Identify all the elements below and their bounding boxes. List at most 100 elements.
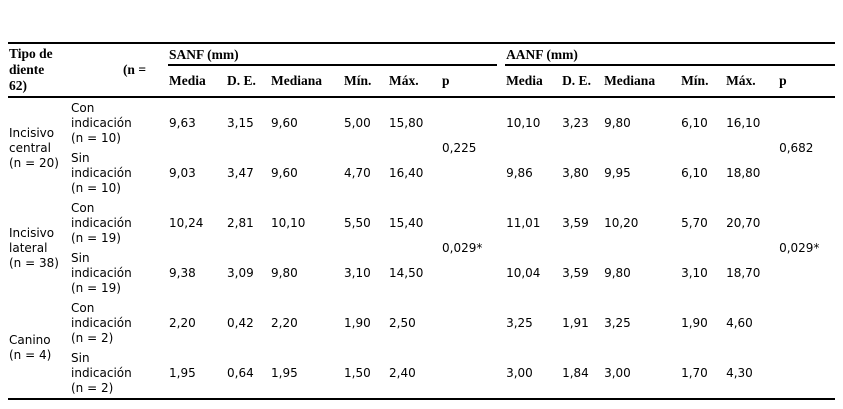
column-header-sanf-de: D. E. [226, 66, 271, 98]
cell-aanf-media: 3,00 [506, 365, 533, 380]
tooth-type-label: Canino (n = 4) [9, 333, 52, 362]
cell-sanf-mediana: 9,80 [271, 265, 298, 280]
cell-sanf-de: 0,42 [227, 315, 254, 330]
cell-aanf-p: 0,682 [779, 140, 814, 155]
n-header-label: (n = [122, 62, 147, 77]
cell-aanf-max: 18,80 [726, 165, 761, 180]
indication-cell: Sin indicación (n = 2) [70, 348, 168, 398]
cell-aanf-media: 9,86 [506, 165, 533, 180]
cell-aanf-de: 3,80 [562, 165, 589, 180]
indication-label: Sin indicación (n = 19) [71, 250, 132, 295]
cell-sanf-min: 5,50 [344, 215, 371, 230]
cell-aanf-de: 3,23 [562, 115, 589, 130]
table-row: Incisivo central (n = 20) Con indicación … [8, 98, 835, 170]
cell-aanf-de: 3,59 [562, 215, 589, 230]
cell-sanf-max: 14,50 [389, 265, 424, 280]
cell-sanf-p [441, 298, 505, 398]
table-row: Canino (n = 4) Con indicación (n = 2) 2,20… [8, 298, 835, 363]
cell-aanf-mediana: 3,00 [604, 365, 631, 380]
table-row: Sin indicación (n = 19) 9,38 3,09 9,80 3,10 1… [8, 248, 835, 298]
indication-cell: Con indicación (n = 19) [70, 198, 168, 248]
column-header-aanf-min: Mín. [680, 66, 726, 98]
tooth-type-cell: Incisivo central (n = 20) [8, 98, 70, 198]
cell-aanf-mediana: 9,80 [604, 115, 631, 130]
indication-label: Con indicación (n = 19) [71, 200, 132, 245]
cell-sanf-min: 3,10 [344, 265, 371, 280]
column-header-aanf-max: Máx. [725, 66, 779, 98]
column-header-aanf-media: Media [505, 66, 562, 98]
indication-cell: Con indicación (n = 2) [70, 298, 168, 348]
indication-cell: Sin indicación (n = 10) [70, 148, 168, 198]
tooth-type-cell: Incisivo lateral (n = 38) [8, 198, 70, 298]
cell-sanf-de: 2,81 [227, 215, 254, 230]
cell-sanf-media: 10,24 [169, 215, 204, 230]
cell-sanf-de: 3,15 [227, 115, 254, 130]
indication-cell: Sin indicación (n = 19) [70, 248, 168, 298]
cell-sanf-max: 2,50 [389, 315, 416, 330]
column-header-sanf-max: Máx. [388, 66, 442, 98]
cell-aanf-mediana: 9,95 [604, 165, 631, 180]
cell-sanf-mediana: 1,95 [271, 365, 298, 380]
results-table: Tipo de diente 62) (n = SANF (mm) AANF (… [8, 42, 836, 400]
cell-sanf-de: 3,47 [227, 165, 254, 180]
tooth-type-header-label: Tipo de diente 62) [9, 46, 53, 93]
cell-sanf-media: 9,03 [169, 165, 196, 180]
column-header-sanf-media: Media [168, 66, 227, 98]
cell-aanf-p [778, 298, 835, 398]
cell-aanf-mediana: 3,25 [604, 315, 631, 330]
cell-sanf-max: 15,80 [389, 115, 424, 130]
table-row: Incisivo lateral (n = 38) Con indicación … [8, 198, 835, 270]
cell-sanf-media: 1,95 [169, 365, 196, 380]
cell-aanf-min: 6,10 [681, 165, 708, 180]
cell-sanf-max: 2,40 [389, 365, 416, 380]
cell-sanf-mediana: 9,60 [271, 115, 298, 130]
cell-sanf-media: 9,38 [169, 265, 196, 280]
cell-aanf-de: 1,91 [562, 315, 589, 330]
group-header-row: Tipo de diente 62) (n = SANF (mm) AANF (… [8, 44, 836, 98]
cell-sanf-mediana: 10,10 [271, 215, 306, 230]
indication-label: Sin indicación (n = 2) [71, 350, 132, 395]
cell-aanf-de: 1,84 [562, 365, 589, 380]
cell-sanf-de: 3,09 [227, 265, 254, 280]
indication-label: Sin indicación (n = 10) [71, 150, 132, 195]
cell-sanf-min: 5,00 [344, 115, 371, 130]
column-header-sanf-min: Mín. [343, 66, 389, 98]
cell-sanf-min: 4,70 [344, 165, 371, 180]
header-group-sanf: SANF (mm) [168, 44, 505, 66]
table-body: Incisivo central (n = 20) Con indicación … [8, 98, 835, 398]
cell-aanf-min: 1,70 [681, 365, 708, 380]
column-header-aanf-de: D. E. [561, 66, 604, 98]
cell-aanf-min: 1,90 [681, 315, 708, 330]
column-header-aanf-p: p [778, 66, 836, 98]
column-header-aanf-mediana: Mediana [603, 66, 681, 98]
cell-aanf-min: 6,10 [681, 115, 708, 130]
cell-aanf-media: 10,04 [506, 265, 541, 280]
cell-sanf-media: 2,20 [169, 315, 196, 330]
header-group-aanf: AANF (mm) [505, 44, 836, 66]
cell-aanf-min: 3,10 [681, 265, 708, 280]
cell-aanf-media: 10,10 [506, 115, 541, 130]
cell-sanf-max: 15,40 [389, 215, 424, 230]
cell-aanf-media: 3,25 [506, 315, 533, 330]
cell-sanf-media: 9,63 [169, 115, 196, 130]
column-header-row: Media D. E. Mediana Mín. Máx. p Media D. E. Medi… [8, 66, 836, 98]
cell-aanf-max: 20,70 [726, 215, 761, 230]
cell-aanf-de: 3,59 [562, 265, 589, 280]
cell-aanf-max: 18,70 [726, 265, 761, 280]
cell-sanf-max: 16,40 [389, 165, 424, 180]
cell-aanf-max: 4,60 [726, 315, 753, 330]
cell-aanf-mediana: 10,20 [604, 215, 639, 230]
table-row: Sin indicación (n = 10) 9,03 3,47 9,60 4,70 1… [8, 148, 835, 198]
tooth-type-label: Incisivo central (n = 20) [9, 125, 59, 170]
indication-label: Con indicación (n = 10) [71, 100, 132, 145]
column-header-sanf-mediana: Mediana [270, 66, 344, 98]
header-tooth-type: Tipo de diente 62) (n = [8, 44, 169, 98]
tooth-type-label: Incisivo lateral (n = 38) [9, 225, 59, 270]
cell-sanf-p: 0,029* [442, 240, 483, 255]
group-aanf-label: AANF (mm) [506, 47, 578, 62]
cell-sanf-min: 1,90 [344, 315, 371, 330]
cell-aanf-media: 11,01 [506, 215, 541, 230]
tooth-type-cell: Canino (n = 4) [8, 298, 70, 398]
cell-aanf-min: 5,70 [681, 215, 708, 230]
